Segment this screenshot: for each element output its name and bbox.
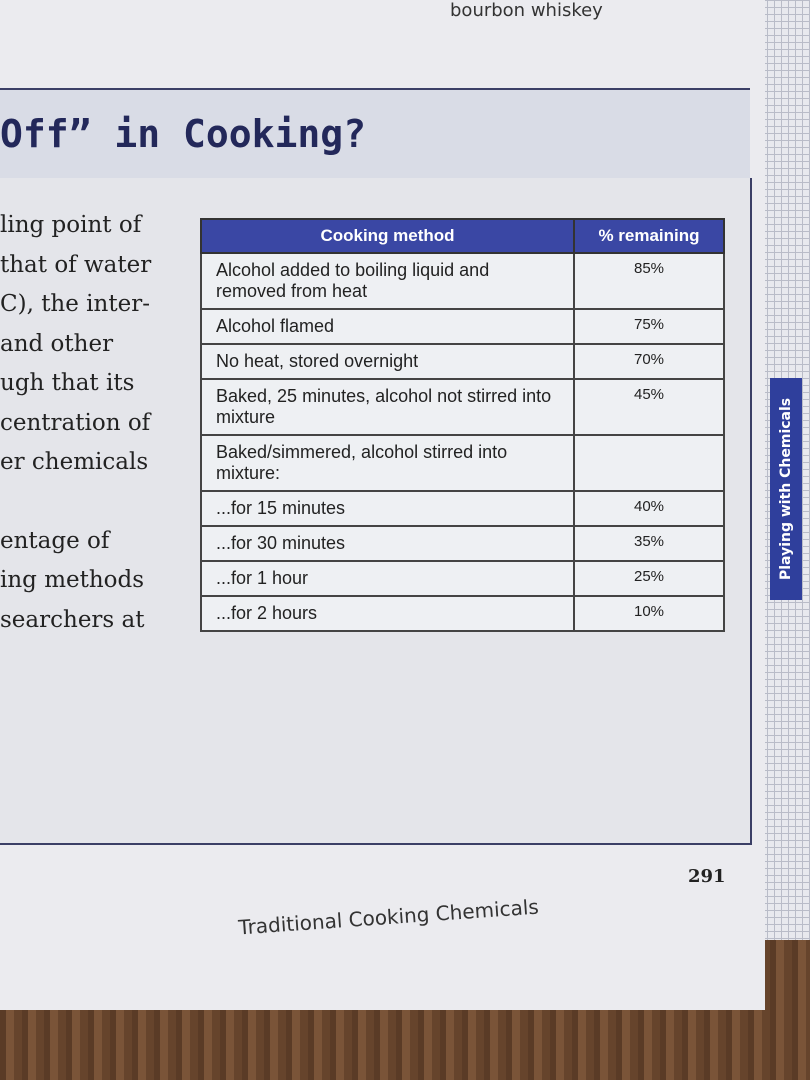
body-line: ling point of [0,212,142,238]
percent-cell: 35% [573,525,725,562]
percent-cell: 75% [573,308,725,345]
table-row: ...for 30 minutes 35% [200,525,725,562]
percent-cell: 40% [573,490,725,527]
body-line: C), the inter- [0,291,150,317]
method-cell: ...for 2 hours [200,595,575,632]
body-line: ing methods [0,567,145,593]
column-header: Cooking method [200,218,575,254]
percent-cell: 70% [573,343,725,380]
table-row: Baked/simmered, alcohol stirred into mix… [200,434,725,492]
body-line: and other [0,330,114,357]
table-row: ...for 15 minutes 40% [200,490,725,527]
method-cell: Alcohol added to boiling liquid and remo… [200,252,575,310]
method-cell: No heat, stored overnight [200,343,575,380]
method-cell: ...for 1 hour [200,560,575,597]
paragraph-gap [0,483,151,522]
body-line: entage of [0,527,110,554]
body-line: er chemicals [0,449,149,475]
page-number: 291 [688,866,726,887]
column-header: % remaining [573,218,725,254]
table-row: Alcohol flamed 75% [200,308,725,345]
running-head: bourbon whiskey [450,0,603,21]
body-text: ling point of that of water C), the inter-… [0,206,151,640]
percent-cell [573,434,725,492]
percent-cell: 25% [573,560,725,597]
body-line: ugh that its [0,370,135,396]
table-row: No heat, stored overnight 70% [200,343,725,380]
table-row: Baked, 25 minutes, alcohol not stirred i… [200,378,725,436]
side-tab: Playing with Chemicals [770,378,802,600]
method-cell: Baked, 25 minutes, alcohol not stirred i… [200,378,575,436]
body-line: centration of [0,409,151,436]
data-table: Cooking method % remaining Alcohol added… [200,218,725,632]
chapter-footer: Traditional Cooking Chemicals [237,894,540,940]
book-page: bourbon whiskey Off” in Cooking? ling po… [0,0,765,1010]
method-cell: Baked/simmered, alcohol stirred into mix… [200,434,575,492]
percent-cell: 85% [573,252,725,310]
table-row: ...for 2 hours 10% [200,595,725,632]
table-row: ...for 1 hour 25% [200,560,725,597]
method-cell: ...for 30 minutes [200,525,575,562]
method-cell: ...for 15 minutes [200,490,575,527]
section-title: Off” in Cooking? [0,112,367,156]
table-row: Alcohol added to boiling liquid and remo… [200,252,725,310]
percent-cell: 10% [573,595,725,632]
body-line: that of water [0,251,152,278]
method-cell: Alcohol flamed [200,308,575,345]
percent-cell: 45% [573,378,725,436]
body-line: searchers at [0,606,145,633]
